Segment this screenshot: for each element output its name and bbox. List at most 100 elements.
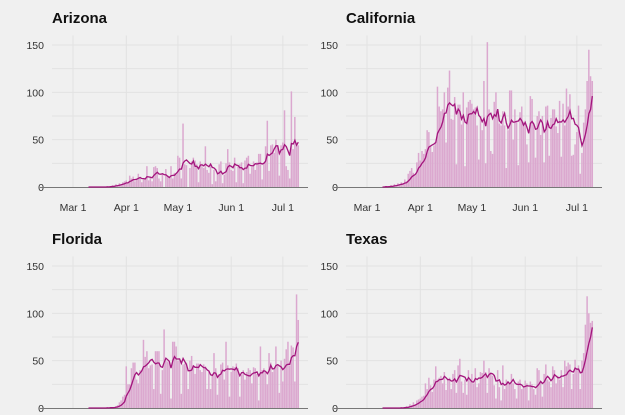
bar bbox=[431, 391, 434, 408]
bar bbox=[522, 121, 525, 187]
bar bbox=[197, 363, 200, 408]
y-tick-label: 50 bbox=[326, 356, 338, 368]
bar bbox=[288, 178, 291, 187]
bar bbox=[239, 396, 241, 408]
bar bbox=[448, 377, 451, 408]
bar bbox=[271, 372, 274, 408]
bar bbox=[531, 384, 533, 408]
bar bbox=[194, 160, 196, 187]
bar bbox=[127, 384, 129, 408]
y-tick-label: 100 bbox=[26, 308, 44, 320]
bar bbox=[478, 159, 480, 187]
bar bbox=[524, 120, 526, 187]
bar bbox=[424, 149, 427, 187]
bar bbox=[202, 364, 205, 408]
bar bbox=[570, 155, 573, 187]
bar bbox=[551, 109, 554, 187]
bar bbox=[202, 168, 205, 187]
bar bbox=[270, 362, 272, 408]
y-tick-label: 50 bbox=[32, 356, 44, 368]
bar bbox=[147, 368, 150, 408]
bar bbox=[519, 379, 521, 408]
bar bbox=[586, 80, 588, 187]
bar bbox=[440, 375, 442, 408]
bar bbox=[211, 374, 214, 408]
bar bbox=[185, 165, 188, 187]
bar bbox=[130, 178, 133, 187]
bar bbox=[465, 107, 468, 187]
bar bbox=[245, 372, 248, 408]
bar bbox=[237, 166, 239, 187]
bar bbox=[503, 125, 506, 187]
bar bbox=[166, 175, 169, 187]
bar bbox=[297, 319, 300, 408]
bar bbox=[417, 152, 420, 187]
bar bbox=[180, 178, 183, 187]
bar bbox=[553, 370, 556, 408]
bar bbox=[450, 118, 452, 187]
bar bbox=[495, 92, 497, 187]
bar bbox=[476, 387, 478, 408]
bar bbox=[486, 392, 489, 408]
bar bbox=[173, 341, 176, 408]
bar bbox=[156, 168, 158, 187]
bar bbox=[565, 366, 568, 408]
bar bbox=[453, 370, 456, 408]
bar bbox=[526, 144, 528, 187]
bar bbox=[550, 387, 552, 408]
bar bbox=[280, 145, 282, 187]
bar bbox=[290, 345, 293, 408]
bar bbox=[178, 360, 181, 408]
bar bbox=[168, 177, 171, 187]
bar bbox=[536, 368, 538, 408]
bar bbox=[228, 396, 231, 408]
bar bbox=[440, 111, 442, 187]
bar bbox=[206, 389, 208, 408]
bar bbox=[510, 373, 513, 408]
bar bbox=[510, 90, 513, 187]
bar bbox=[445, 142, 447, 187]
bar bbox=[538, 370, 540, 408]
bar bbox=[533, 389, 535, 408]
bar bbox=[591, 320, 594, 408]
bar bbox=[524, 380, 526, 408]
bar bbox=[438, 377, 440, 408]
bar bbox=[266, 384, 269, 408]
bar bbox=[196, 164, 198, 187]
bar bbox=[572, 373, 575, 408]
bar bbox=[125, 180, 128, 187]
chart-panel-florida: Florida050100150 bbox=[26, 231, 308, 415]
bar bbox=[398, 184, 401, 187]
bar bbox=[216, 394, 219, 408]
bar bbox=[227, 365, 229, 408]
bar bbox=[120, 400, 122, 408]
bar bbox=[228, 162, 231, 187]
bar bbox=[120, 184, 122, 187]
bar bbox=[581, 360, 583, 408]
bar bbox=[429, 145, 432, 187]
bar bbox=[584, 324, 587, 408]
bar bbox=[132, 176, 134, 187]
bar bbox=[273, 152, 275, 187]
bar bbox=[541, 116, 544, 187]
bar bbox=[170, 398, 172, 408]
bar bbox=[551, 366, 554, 408]
bar bbox=[271, 144, 274, 187]
bar bbox=[240, 374, 243, 408]
x-tick-label: Jul 1 bbox=[272, 202, 294, 214]
y-tick-label: 50 bbox=[32, 135, 44, 147]
bar bbox=[496, 113, 499, 187]
bar bbox=[436, 379, 439, 408]
bar bbox=[242, 370, 244, 408]
bar bbox=[426, 389, 428, 408]
bar bbox=[206, 169, 208, 187]
bar bbox=[431, 151, 434, 187]
bar bbox=[154, 166, 157, 187]
bar bbox=[447, 379, 449, 408]
bar bbox=[546, 379, 549, 408]
bar bbox=[127, 183, 129, 187]
bar bbox=[254, 169, 257, 187]
bar bbox=[557, 133, 559, 187]
bar bbox=[508, 383, 511, 408]
